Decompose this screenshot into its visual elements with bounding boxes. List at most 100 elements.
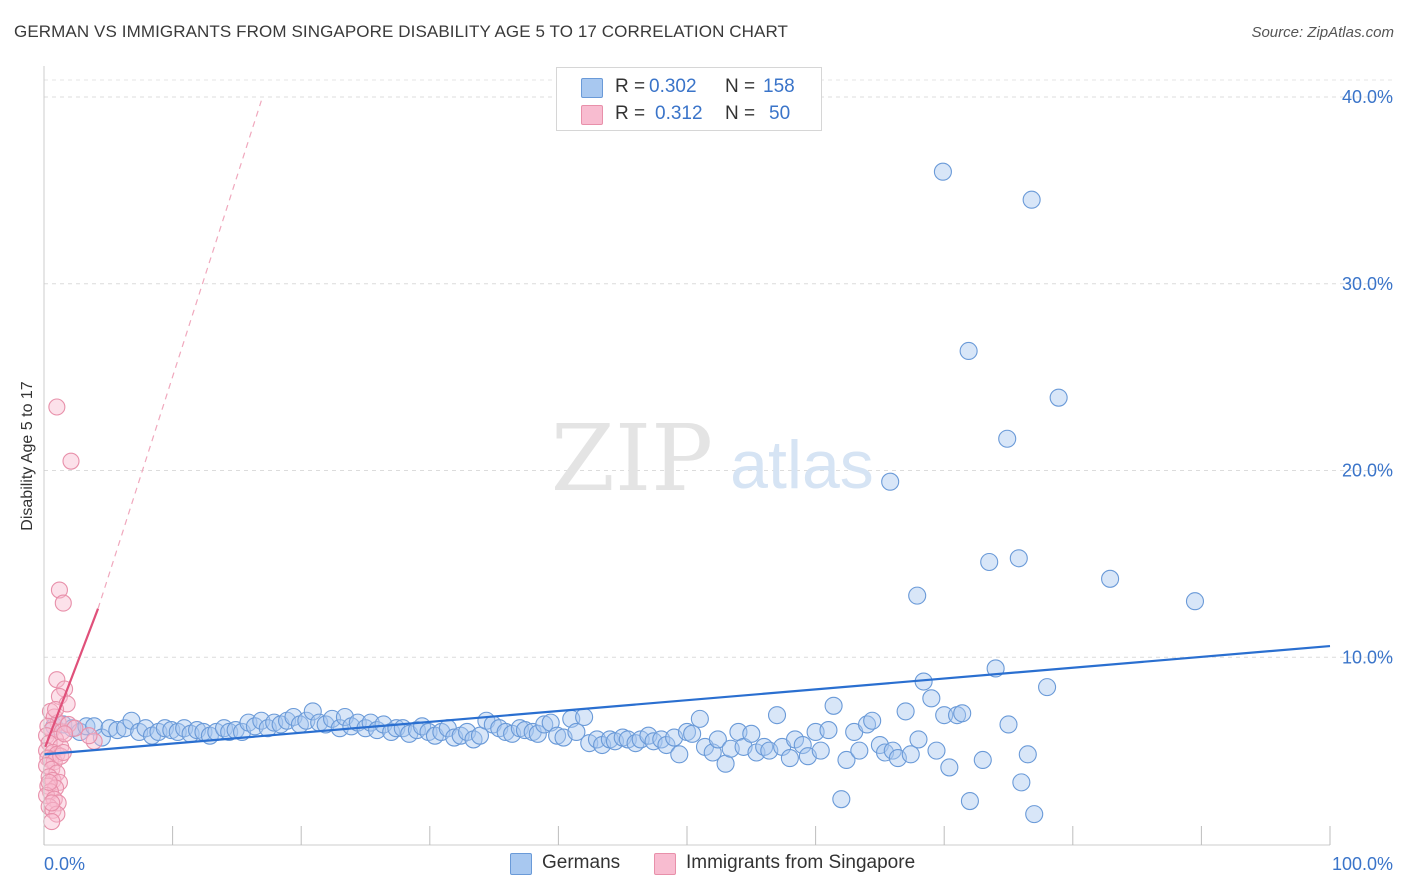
point-germans: [575, 707, 594, 727]
legend-r-value: 0.312: [655, 103, 703, 124]
point-germans: [960, 791, 979, 811]
point-germans: [953, 704, 972, 723]
trend-layer: [43, 100, 1331, 756]
point-singapore: [56, 725, 74, 743]
legend-label-singapore: Immigrants from Singapore: [686, 852, 916, 873]
point-singapore: [62, 452, 80, 470]
point-germans: [1009, 549, 1028, 568]
legend-swatch-singapore: [654, 853, 676, 875]
legend-r-label: R =: [615, 103, 646, 124]
legend-swatch-singapore: [581, 105, 603, 125]
trendline-singapore-extension: [97, 100, 262, 609]
legend-swatch-germans: [581, 78, 603, 98]
point-singapore: [50, 581, 68, 599]
point-singapore: [48, 398, 66, 416]
point-germans: [901, 745, 920, 764]
trendline-germans: [43, 644, 1331, 756]
point-singapore: [54, 594, 72, 612]
point-germans: [935, 706, 954, 725]
axis-layer: 10.0% 20.0% 30.0% 40.0% 0.0% 100.0%: [43, 66, 1393, 874]
y-axis-label: Disability Age 5 to 17: [19, 381, 36, 531]
legend-n-value: 50: [769, 103, 791, 124]
point-germans: [908, 586, 927, 605]
point-germans: [742, 724, 761, 743]
point-germans: [92, 728, 111, 747]
legend-n-label: N =: [725, 76, 756, 97]
legend-r-label: R =: [615, 76, 646, 97]
point-germans: [115, 719, 135, 738]
point-germans: [986, 659, 1005, 678]
point-germans: [811, 741, 830, 760]
point-germans: [1049, 388, 1068, 407]
stats-legend: R = 0.302 N = 158 R = 0.312 N = 50: [556, 67, 822, 131]
y-tick-label: 20.0%: [1342, 461, 1393, 481]
point-germans: [999, 715, 1018, 734]
point-singapore: [40, 773, 58, 791]
point-germans: [909, 730, 928, 749]
point-germans: [541, 713, 560, 732]
x-tick-label: 100.0%: [1332, 854, 1393, 874]
grid-layer: [44, 79, 1392, 658]
point-germans: [973, 750, 992, 770]
point-germans: [767, 706, 787, 725]
point-germans: [670, 745, 689, 764]
point-germans: [657, 735, 676, 755]
point-germans: [1022, 190, 1041, 209]
point-germans: [896, 702, 915, 721]
point-germans: [933, 162, 952, 181]
point-germans: [980, 552, 999, 572]
legend-n-label: N =: [725, 103, 756, 124]
point-germans: [220, 722, 239, 742]
point-germans: [496, 722, 515, 742]
y-tick-label: 30.0%: [1342, 274, 1393, 294]
point-singapore: [66, 719, 84, 737]
point-germans: [708, 730, 727, 749]
point-germans: [108, 721, 127, 740]
legend-r-value: 0.302: [649, 76, 697, 97]
points-layer: [38, 162, 1205, 831]
point-germans: [470, 726, 490, 745]
point-germans: [850, 741, 869, 760]
point-germans: [535, 715, 554, 734]
chart-title: GERMAN VS IMMIGRANTS FROM SINGAPORE DISA…: [14, 22, 789, 41]
point-germans: [683, 724, 702, 743]
y-tick-label: 40.0%: [1342, 87, 1393, 107]
point-germans: [819, 721, 838, 740]
watermark-atlas: atlas: [730, 427, 874, 503]
point-germans: [1025, 805, 1044, 824]
point-germans: [587, 730, 607, 749]
point-germans: [548, 726, 567, 745]
point-germans: [837, 750, 856, 770]
point-germans: [303, 702, 322, 721]
legend-label-germans: Germans: [542, 852, 621, 873]
y-tick-label: 10.0%: [1342, 647, 1393, 667]
point-germans: [690, 709, 709, 728]
point-germans: [881, 472, 900, 491]
point-germans: [1101, 569, 1120, 588]
point-germans: [922, 689, 941, 708]
legend-n-value: 158: [763, 76, 795, 97]
legend-swatch-germans: [510, 853, 532, 875]
point-germans: [1185, 592, 1205, 611]
x-tick-label: 0.0%: [44, 854, 85, 874]
point-germans: [780, 749, 799, 768]
point-germans: [959, 341, 978, 361]
point-germans: [927, 741, 946, 760]
point-singapore: [43, 794, 61, 812]
source-credit: Source: ZipAtlas.com: [1251, 24, 1394, 41]
watermark-zip: ZIP: [551, 405, 713, 512]
point-germans: [1038, 678, 1057, 697]
point-germans: [998, 429, 1017, 448]
point-germans: [940, 758, 959, 777]
point-germans: [100, 719, 119, 738]
point-germans: [863, 711, 882, 730]
point-germans: [824, 696, 843, 715]
point-germans: [832, 790, 851, 809]
point-singapore: [43, 813, 61, 831]
point-germans: [567, 722, 586, 742]
point-germans: [1018, 745, 1037, 764]
watermark: ZIP atlas: [551, 405, 874, 512]
point-germans: [1012, 773, 1031, 792]
point-germans: [528, 724, 547, 743]
